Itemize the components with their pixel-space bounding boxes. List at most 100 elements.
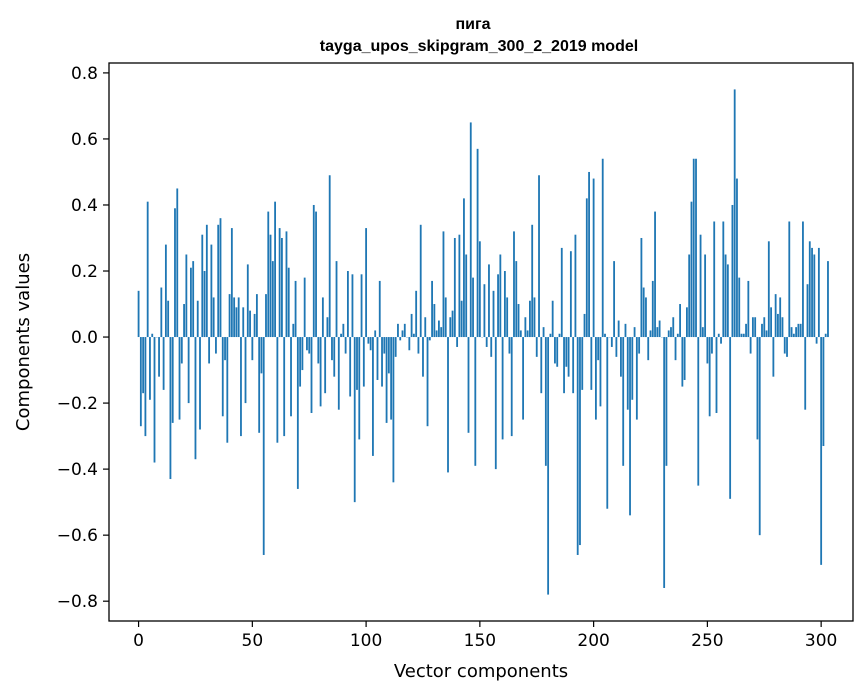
bar [337,337,340,410]
bar [651,280,654,338]
bar [622,337,625,466]
y-tick-label: −0.6 [57,526,98,546]
bar [554,337,556,364]
bar [524,317,527,338]
bar [631,337,634,400]
bar [633,327,636,338]
bar [565,337,568,367]
bar [722,221,725,338]
bar [576,337,579,555]
bar [276,337,279,443]
bar [262,337,265,555]
bar [601,158,604,338]
bar [736,178,738,338]
bar [346,271,349,338]
bar [535,337,538,357]
bar [754,317,757,338]
bar [713,221,716,338]
bar [167,300,170,338]
bar [813,254,816,338]
bar [180,337,183,364]
bar [344,337,347,354]
bar [579,337,581,546]
bar [569,251,572,338]
bar [342,323,345,338]
bar [717,333,720,338]
bar [806,284,809,338]
bar [683,337,686,380]
bar [485,337,488,347]
x-tick-label: 150 [464,631,496,651]
bar [747,280,750,338]
bar [192,261,195,338]
bar [583,313,586,338]
bar [620,337,622,377]
bar [394,337,397,357]
bar [269,234,272,338]
bar [387,337,390,374]
y-tick-label: −0.2 [57,394,98,414]
bar [435,330,438,338]
bar [574,234,577,338]
bar [581,337,584,390]
bar [142,337,145,394]
bar [217,224,220,338]
bar [635,337,638,420]
x-tick-label: 0 [133,631,144,651]
bar [353,337,356,503]
bar [456,337,459,347]
bar [224,337,226,361]
bar [467,337,470,433]
bar [321,297,324,338]
bar [811,247,813,338]
bar [497,274,499,338]
bar [606,337,609,509]
bar [676,333,679,338]
bar [174,208,176,338]
bar [626,337,629,410]
bar [751,317,754,338]
bar [820,337,823,565]
bar [463,198,465,338]
bar [374,330,377,338]
bar [137,290,140,338]
bar [779,297,782,338]
bar [729,337,732,499]
bar [383,337,386,354]
bar [738,277,741,338]
bar [358,337,361,440]
bar [469,122,472,338]
x-tick-label: 100 [350,631,382,651]
y-tick-label: 0.6 [71,130,98,150]
bar [492,290,495,338]
bar [490,337,493,357]
bar [422,337,424,377]
bar [438,320,440,338]
bar [815,337,818,344]
bar [674,337,677,361]
bar [795,327,798,338]
bar [642,287,645,338]
bar [403,323,406,338]
bar [758,337,761,536]
bar [690,201,693,338]
bar [551,300,554,338]
bar [233,297,236,338]
bar [453,237,456,338]
bar [658,320,661,338]
bar [246,264,249,338]
bar [556,337,559,367]
bar [506,297,509,338]
bar [567,337,570,377]
bar [544,337,547,466]
bar [688,254,691,338]
bar [549,333,552,338]
x-axis-label: Vector components [394,661,568,682]
bar [697,337,700,486]
bar [720,337,722,344]
bar [449,317,452,338]
bar [417,337,420,354]
bar [244,337,247,404]
bar [615,337,618,357]
bar [242,307,245,338]
